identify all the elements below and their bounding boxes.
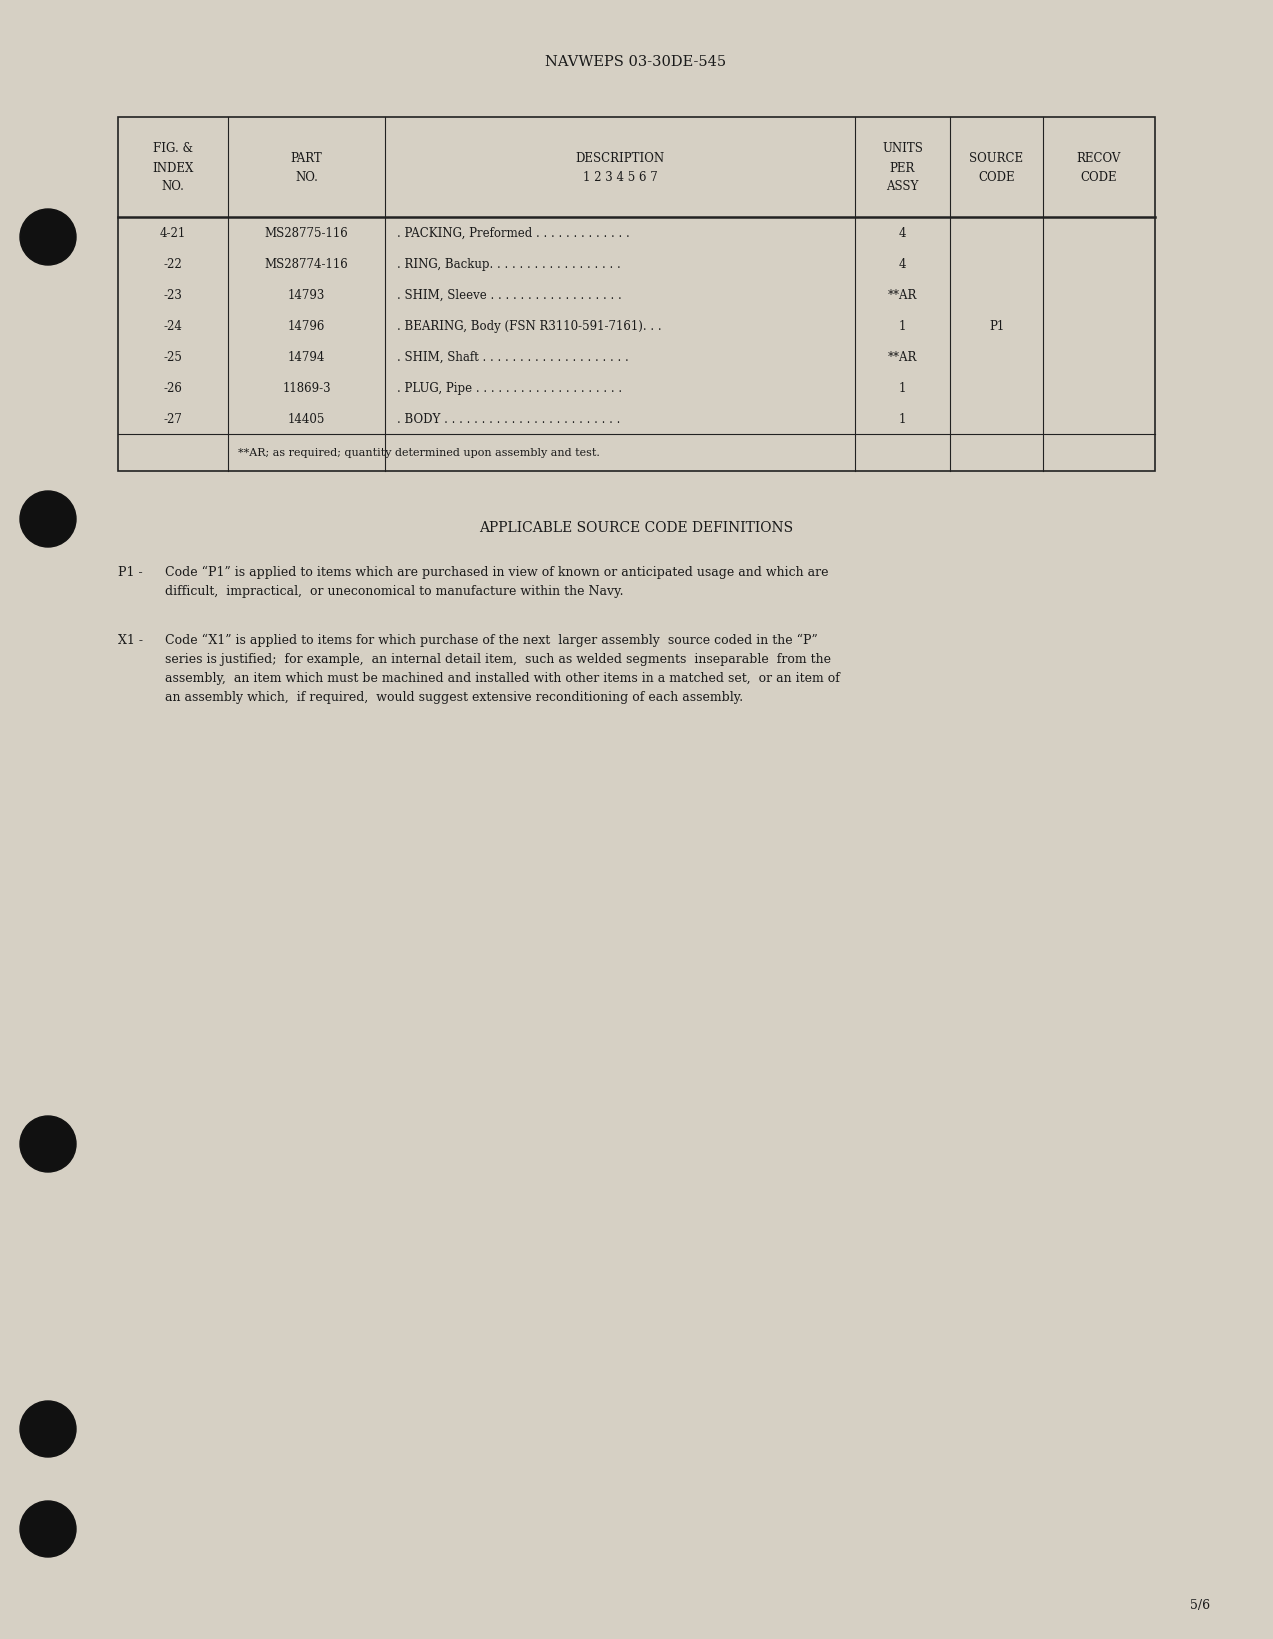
Text: RECOV
CODE: RECOV CODE [1077, 152, 1122, 184]
Text: 14796: 14796 [288, 320, 325, 333]
Text: 14793: 14793 [288, 288, 325, 302]
Text: 11869-3: 11869-3 [283, 382, 331, 395]
Text: **AR; as required; quantity determined upon assembly and test.: **AR; as required; quantity determined u… [238, 447, 600, 459]
Text: 14405: 14405 [288, 413, 325, 426]
Text: FIG. &
INDEX
NO.: FIG. & INDEX NO. [153, 143, 193, 193]
Text: 4: 4 [899, 226, 906, 239]
Text: -25: -25 [163, 351, 182, 364]
Text: APPLICABLE SOURCE CODE DEFINITIONS: APPLICABLE SOURCE CODE DEFINITIONS [479, 521, 793, 534]
Text: . BODY . . . . . . . . . . . . . . . . . . . . . . . .: . BODY . . . . . . . . . . . . . . . . .… [397, 413, 620, 426]
Text: Code “X1” is applied to items for which purchase of the next  larger assembly  s: Code “X1” is applied to items for which … [165, 634, 817, 647]
Text: **AR: **AR [887, 351, 917, 364]
Circle shape [20, 1401, 76, 1457]
Text: -27: -27 [163, 413, 182, 426]
Text: -24: -24 [163, 320, 182, 333]
Text: -23: -23 [163, 288, 182, 302]
Text: . RING, Backup. . . . . . . . . . . . . . . . . .: . RING, Backup. . . . . . . . . . . . . … [397, 257, 621, 270]
Text: -22: -22 [164, 257, 182, 270]
Text: X1 -: X1 - [118, 634, 143, 647]
Text: 1: 1 [899, 320, 906, 333]
Text: NAVWEPS 03-30DE-545: NAVWEPS 03-30DE-545 [545, 56, 727, 69]
Text: UNITS
PER
ASSY: UNITS PER ASSY [882, 143, 923, 193]
Text: 1: 1 [899, 413, 906, 426]
Text: assembly,  an item which must be machined and installed with other items in a ma: assembly, an item which must be machined… [165, 672, 840, 685]
Text: . BEARING, Body (FSN R3110-591-7161). . .: . BEARING, Body (FSN R3110-591-7161). . … [397, 320, 662, 333]
Text: -26: -26 [163, 382, 182, 395]
Text: PART
NO.: PART NO. [290, 152, 322, 184]
Circle shape [20, 492, 76, 547]
Text: Code “P1” is applied to items which are purchased in view of known or anticipate: Code “P1” is applied to items which are … [165, 565, 829, 579]
Circle shape [20, 1116, 76, 1172]
Text: an assembly which,  if required,  would suggest extensive reconditioning of each: an assembly which, if required, would su… [165, 690, 743, 703]
Text: P1 -: P1 - [118, 565, 143, 579]
Text: . SHIM, Shaft . . . . . . . . . . . . . . . . . . . .: . SHIM, Shaft . . . . . . . . . . . . . … [397, 351, 629, 364]
Text: . PLUG, Pipe . . . . . . . . . . . . . . . . . . . .: . PLUG, Pipe . . . . . . . . . . . . . .… [397, 382, 622, 395]
Text: . SHIM, Sleeve . . . . . . . . . . . . . . . . . .: . SHIM, Sleeve . . . . . . . . . . . . .… [397, 288, 621, 302]
Text: 4: 4 [899, 257, 906, 270]
Text: MS28775-116: MS28775-116 [265, 226, 349, 239]
Bar [118, 118, 1155, 472]
Circle shape [20, 1501, 76, 1557]
Text: 1: 1 [899, 382, 906, 395]
Text: P1: P1 [989, 320, 1004, 333]
Text: DESCRIPTION
1 2 3 4 5 6 7: DESCRIPTION 1 2 3 4 5 6 7 [575, 152, 665, 184]
Text: difficult,  impractical,  or uneconomical to manufacture within the Navy.: difficult, impractical, or uneconomical … [165, 585, 624, 598]
Text: . PACKING, Preformed . . . . . . . . . . . . .: . PACKING, Preformed . . . . . . . . . .… [397, 226, 630, 239]
Text: SOURCE
CODE: SOURCE CODE [970, 152, 1023, 184]
Text: 4-21: 4-21 [160, 226, 186, 239]
Text: series is justified;  for example,  an internal detail item,  such as welded seg: series is justified; for example, an int… [165, 652, 831, 665]
Circle shape [20, 210, 76, 266]
Text: **AR: **AR [887, 288, 917, 302]
Text: 5/6: 5/6 [1190, 1598, 1211, 1611]
Text: MS28774-116: MS28774-116 [265, 257, 349, 270]
Text: 14794: 14794 [288, 351, 325, 364]
